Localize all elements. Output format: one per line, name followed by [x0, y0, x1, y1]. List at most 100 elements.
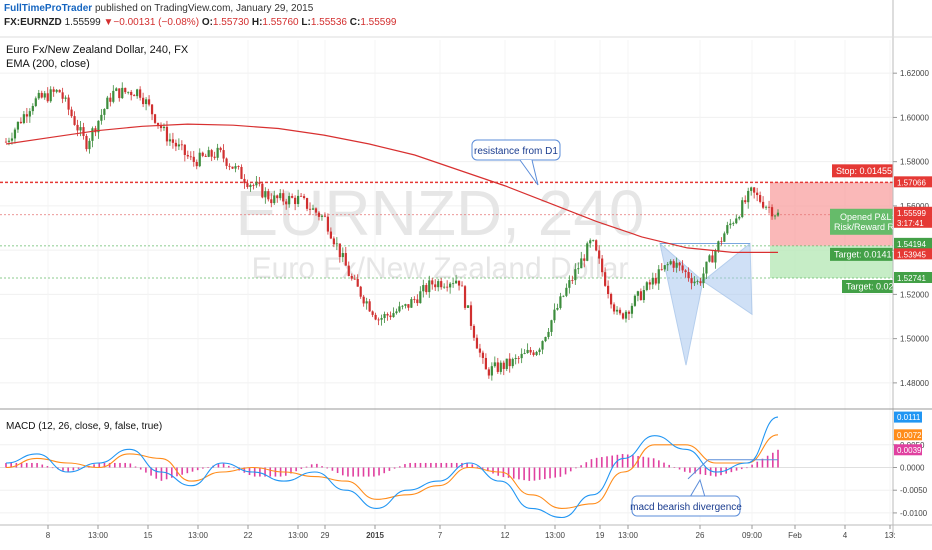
macd-histogram-bar [378, 467, 380, 476]
candle-up [255, 182, 258, 186]
macd-histogram-bar [310, 464, 313, 468]
macd-histogram-bar [25, 462, 28, 468]
candle-down [40, 92, 43, 98]
macd-histogram-bar [694, 467, 696, 474]
macd-histogram-bar [367, 467, 370, 477]
candle-up [553, 309, 556, 321]
candle-up [216, 147, 219, 158]
candle-down [73, 116, 76, 125]
candle-up [750, 187, 753, 191]
macd-histogram-bar [487, 467, 489, 472]
macd-histogram-bar [233, 467, 235, 469]
candle-down [58, 89, 61, 93]
candle-up [535, 351, 538, 355]
candle-down [371, 311, 374, 315]
pattern-left-triangle [659, 242, 704, 366]
candle-up [705, 261, 708, 274]
time-tick-label: 13: [884, 531, 895, 540]
published-text: published on TradingView.com, January 29… [94, 3, 314, 14]
candle-up [732, 223, 735, 225]
candle-up [636, 291, 640, 296]
price-change: ▼−0.00131 (−0.08%) [103, 17, 200, 28]
macd-histogram-bar [699, 467, 702, 475]
macd-histogram-bar [632, 455, 634, 468]
candle-down [472, 325, 476, 338]
divergence-line-a [687, 459, 709, 480]
candle-up [657, 269, 660, 284]
candle-up [449, 283, 452, 288]
candle-down [639, 291, 642, 301]
candle-up [741, 200, 744, 218]
candle-down [368, 301, 371, 312]
candle-down [434, 284, 437, 288]
candle-up [16, 121, 20, 130]
candle-down [416, 299, 419, 304]
macd-histogram-bar [761, 458, 764, 468]
macd-histogram-bar [554, 467, 557, 478]
macd-histogram-bar [36, 463, 38, 468]
resistance-callout[interactable]: resistance from D1 [471, 139, 561, 186]
candle-down [759, 195, 762, 202]
macd-badge-box [894, 444, 922, 456]
macd-histogram-bar [668, 464, 670, 468]
macd-histogram-bar [217, 464, 220, 468]
macd-histogram-bar [580, 465, 582, 468]
risk-reward-text: Risk/Reward Ra [834, 222, 899, 232]
candle-up [630, 305, 634, 314]
candle-down [118, 88, 121, 99]
macd-badge-text: 0.0072 [897, 431, 922, 440]
candle-down [252, 185, 255, 186]
candle-down [195, 161, 198, 167]
candle-up [419, 291, 422, 304]
candle-up [565, 287, 568, 296]
macd-histogram-bar [295, 467, 297, 472]
macd-histogram-bar [227, 465, 230, 468]
price-badge-text: 1.57066 [897, 178, 926, 187]
open-label: O: [201, 17, 213, 28]
quote-line: FX:EURNZD 1.55599 ▼−0.00131 (−0.08%) O:1… [4, 17, 396, 28]
last-price: 1.55599 [64, 17, 101, 28]
candle-down [699, 281, 702, 284]
macd-histogram-bar [533, 467, 536, 481]
macd-histogram-bar [191, 467, 194, 472]
macd-histogram-bar [222, 463, 225, 468]
candle-down [440, 281, 443, 288]
candle-down [150, 104, 154, 115]
candle-up [490, 366, 493, 376]
macd-histogram-bar [103, 462, 106, 468]
macd-histogram-bar [362, 467, 365, 477]
candle-down [678, 262, 681, 266]
candle-down [282, 193, 285, 202]
price-badge-text: 1.55599 [897, 209, 926, 218]
candle-down [583, 258, 586, 261]
candle-up [34, 98, 37, 106]
candle-down [317, 212, 321, 217]
macd-histogram-bar [409, 462, 411, 468]
candle-up [735, 218, 738, 224]
macd-histogram-bar [269, 467, 272, 477]
candle-up [115, 88, 118, 91]
candle-up [544, 337, 547, 342]
price-badge-text: 3:17:41 [897, 219, 924, 228]
candle-down [142, 97, 145, 105]
open-value: 1.55730 [212, 17, 250, 28]
target2-label-box [842, 280, 893, 294]
resistance-callout-box [471, 139, 561, 161]
candle-down [222, 150, 225, 159]
candle-up [452, 283, 455, 285]
candle-up [773, 215, 777, 217]
candle-down [425, 285, 428, 293]
candle-down [52, 89, 55, 92]
candle-down [529, 349, 532, 353]
candle-down [219, 147, 222, 151]
author-link[interactable]: FullTimeProTrader [4, 3, 93, 14]
candle-up [562, 295, 565, 297]
divergence-callout[interactable]: macd bearish divergence [630, 478, 742, 517]
candle-down [174, 142, 177, 147]
macd-histogram-bar [98, 462, 101, 468]
macd-histogram-bar [341, 467, 344, 476]
macd-histogram-bar [170, 467, 173, 478]
macd-histogram-bar [388, 467, 391, 471]
candle-down [153, 114, 157, 123]
macd-histogram-bar [704, 467, 707, 475]
